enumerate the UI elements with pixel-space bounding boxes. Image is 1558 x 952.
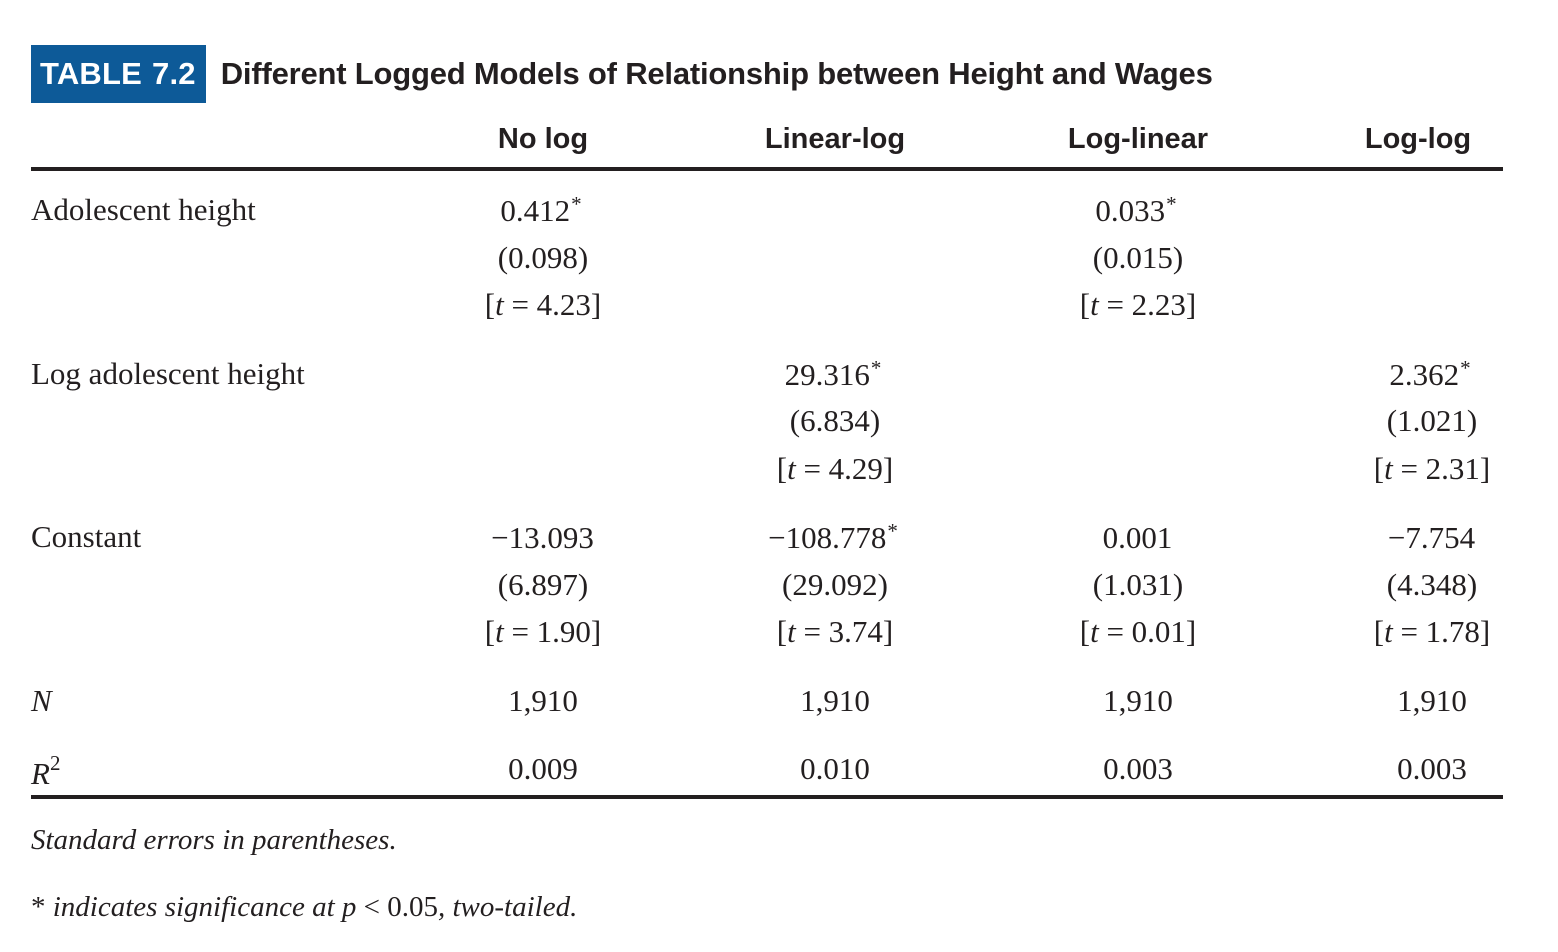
coef-constant-log-linear: 0.001 [1102, 520, 1173, 555]
n-no-log: 1,910 [508, 683, 578, 718]
se-constant-linear-log: (29.092) [782, 567, 888, 602]
coef-constant-linear-log: −108.778* [768, 519, 898, 555]
se-constant-log-log: (4.348) [1386, 567, 1478, 602]
badge-number: 7.2 [152, 56, 196, 91]
tstat-constant-log-log: [t = 1.78] [1373, 614, 1491, 649]
tstat-constant-linear-log: [t = 3.74] [776, 614, 894, 649]
coef-constant-log-log: −7.754 [1387, 520, 1476, 555]
se-adolescent-height-no-log: (0.098) [497, 240, 589, 275]
table-title: Different Logged Models of Relationship … [220, 56, 1213, 91]
coef-constant-no-log: −13.093 [491, 520, 594, 555]
n-log-linear: 1,910 [1103, 683, 1173, 718]
table-title-row: TABLE 7.2 Different Logged Models of Rel… [31, 45, 1213, 103]
coef-adolescent-height-log-linear: 0.033* [1095, 192, 1177, 228]
table-number-badge: TABLE 7.2 [31, 45, 206, 103]
n-log-log: 1,910 [1397, 683, 1467, 718]
row-label-constant: Constant [31, 519, 142, 554]
coef-adolescent-height-no-log: 0.412* [500, 192, 582, 228]
tstat-adolescent-height-log-linear: [t = 2.23] [1079, 287, 1197, 322]
coef-log-adolescent-height-linear-log: 29.316* [784, 356, 882, 392]
note-standard-errors: Standard errors in parentheses. [31, 824, 397, 856]
column-header-log-log: Log-log [1364, 123, 1472, 155]
row-label-n: N [31, 683, 52, 718]
se-log-adolescent-height-linear-log: (6.834) [789, 403, 881, 438]
badge-word: TABLE [40, 56, 143, 91]
tstat-constant-no-log: [t = 1.90] [484, 614, 602, 649]
column-header-no-log: No log [497, 123, 589, 155]
row-label-log-adolescent-height: Log adolescent height [31, 356, 305, 391]
se-constant-log-linear: (1.031) [1092, 567, 1184, 602]
se-constant-no-log: (6.897) [497, 567, 589, 602]
tstat-log-adolescent-height-linear-log: [t = 4.29] [776, 451, 894, 486]
r2-log-log: 0.003 [1397, 751, 1467, 786]
column-header-linear-log: Linear-log [764, 123, 906, 155]
column-header-log-linear: Log-linear [1067, 123, 1209, 155]
tstat-adolescent-height-no-log: [t = 4.23] [484, 287, 602, 322]
coef-log-adolescent-height-log-log: 2.362* [1389, 356, 1471, 392]
tstat-log-adolescent-height-log-log: [t = 2.31] [1373, 451, 1491, 486]
r2-no-log: 0.009 [508, 751, 578, 786]
r2-log-linear: 0.003 [1103, 751, 1173, 786]
table-bottom-rule [31, 795, 1503, 799]
note-significance: * indicates significance at p < 0.05, tw… [31, 891, 578, 923]
row-label-adolescent-height: Adolescent height [31, 192, 256, 227]
row-label-r-squared: R2 [31, 751, 61, 791]
se-adolescent-height-log-linear: (0.015) [1092, 240, 1184, 275]
table-top-rule [31, 167, 1503, 171]
tstat-constant-log-linear: [t = 0.01] [1079, 614, 1197, 649]
n-linear-log: 1,910 [800, 683, 870, 718]
se-log-adolescent-height-log-log: (1.021) [1386, 403, 1478, 438]
r2-linear-log: 0.010 [800, 751, 870, 786]
